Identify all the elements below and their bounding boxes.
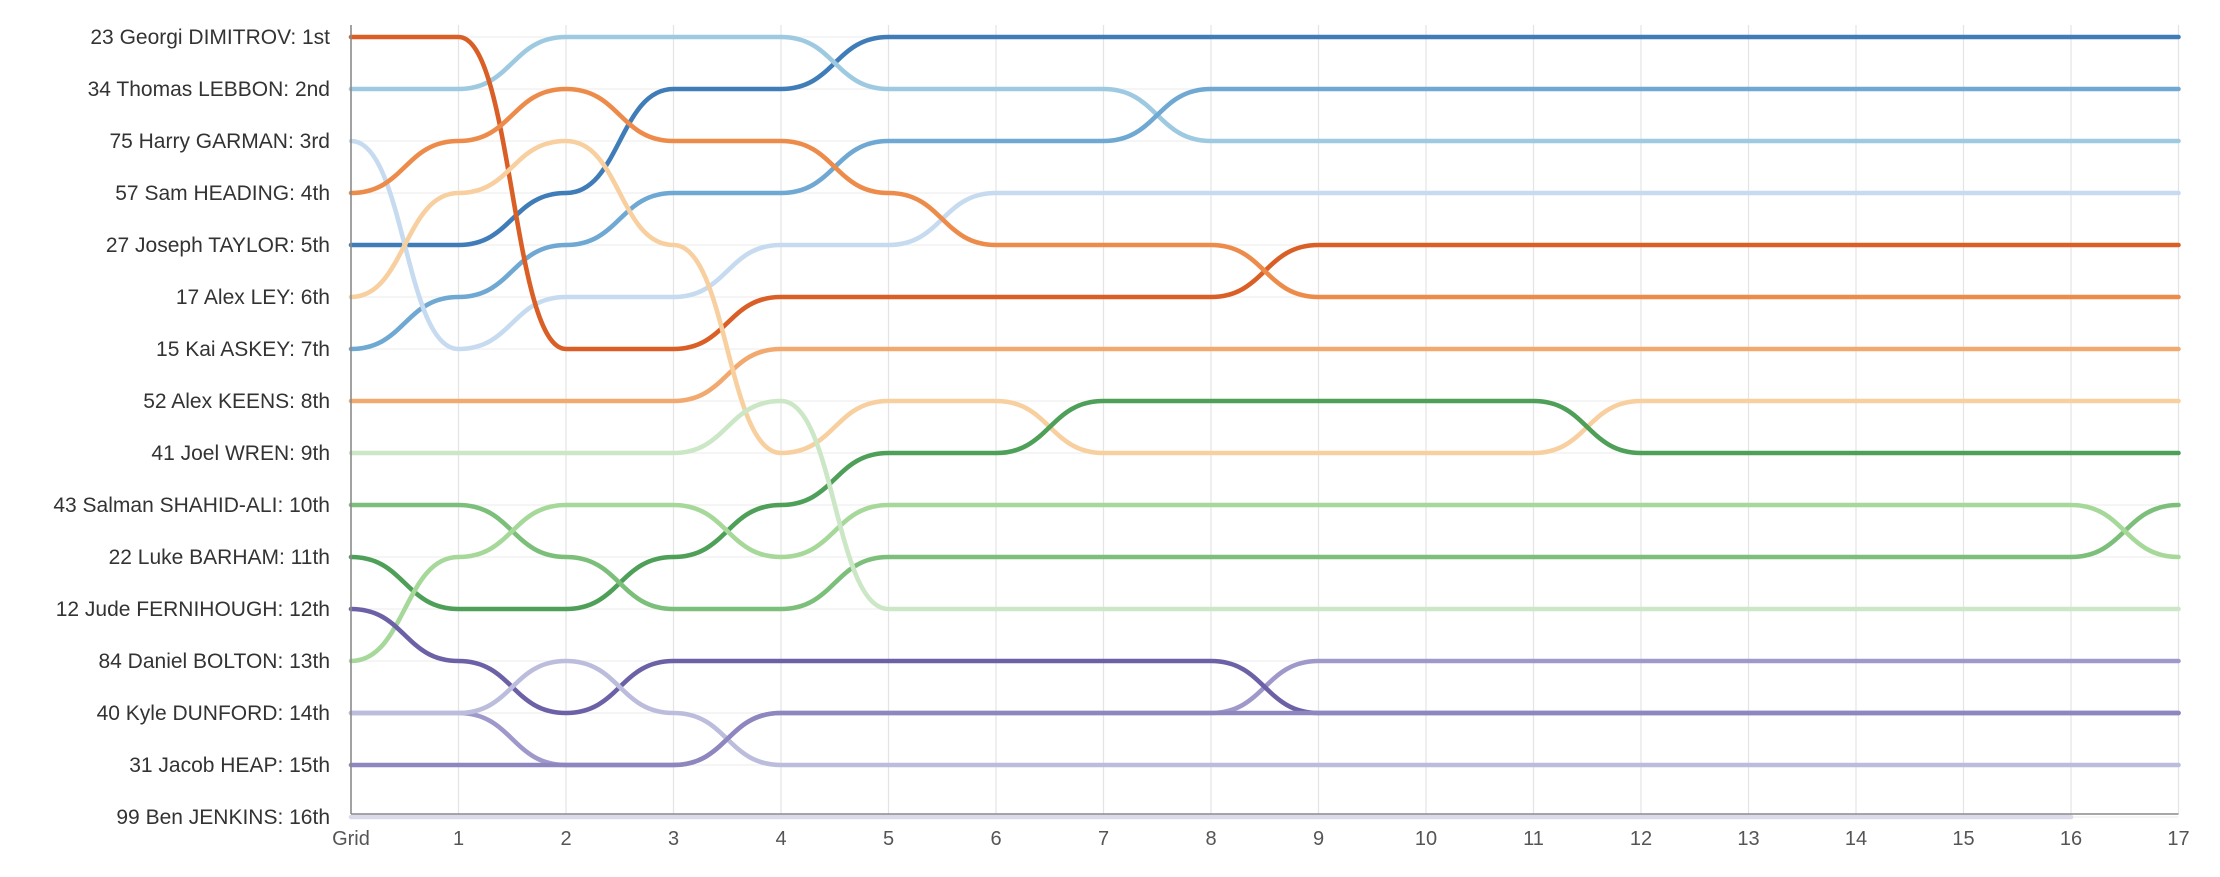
grid-layer [351, 25, 2180, 818]
rider-line-5 [348, 34, 2181, 352]
x-tick-label: Grid [332, 828, 370, 850]
rider-label: 34 Thomas LEBBON: 2nd [88, 78, 330, 101]
rider-label: 31 Jacob HEAP: 15th [129, 754, 330, 777]
rider-label: 12 Jude FERNIHOUGH: 12th [56, 598, 330, 621]
rider-label: 17 Alex LEY: 6th [176, 286, 330, 309]
rider-label: 41 Joel WREN: 9th [151, 442, 330, 465]
rider-line-6 [348, 86, 2181, 300]
rider-label: 40 Kyle DUNFORD: 14th [97, 702, 330, 725]
rider-label: 52 Alex KEENS: 8th [143, 390, 330, 413]
rider-label: 15 Kai ASKEY: 7th [156, 338, 330, 361]
rider-line-2 [348, 34, 2181, 144]
rider-line-8 [348, 138, 2181, 456]
rider-line-15 [348, 658, 2181, 768]
x-tick-label: 17 [2167, 828, 2189, 850]
x-tick-label: 15 [1952, 828, 1974, 850]
x-tick-label: 12 [1630, 828, 1652, 850]
rider-label: 43 Salman SHAHID-ALI: 10th [53, 494, 330, 517]
rider-line-9 [348, 398, 2181, 612]
x-tick-label: 8 [1205, 828, 1216, 850]
axis-layer [350, 25, 2179, 815]
x-tick-label: 3 [668, 828, 679, 850]
x-label-layer: Grid 1 2 3 4 5 6 7 8 9 10 11 12 13 14 15 16 17 [332, 828, 2190, 850]
rider-line-4 [348, 138, 2181, 352]
x-tick-label: 16 [2060, 828, 2082, 850]
rider-line-7 [348, 346, 2181, 404]
rider-line-12 [348, 398, 2181, 612]
rider-label: 99 Ben JENKINS: 16th [116, 806, 330, 829]
x-tick-label: 1 [453, 828, 464, 850]
rider-label: 75 Harry GARMAN: 3rd [109, 130, 330, 153]
x-tick-label: 9 [1313, 828, 1324, 850]
x-tick-label: 4 [775, 828, 786, 850]
x-tick-label: 13 [1737, 828, 1759, 850]
rider-label: 27 Joseph TAYLOR: 5th [106, 234, 330, 257]
x-tick-label: 14 [1845, 828, 1867, 850]
y-label-layer: 23 Georgi DIMITROV: 1st 34 Thomas LEBBON:… [53, 26, 330, 829]
rider-line-11 [348, 502, 2181, 664]
rider-line-10 [348, 502, 2181, 612]
rider-line-3 [348, 86, 2181, 352]
series-layer [348, 34, 2181, 820]
x-tick-label: 6 [990, 828, 1001, 850]
x-tick-label: 11 [1523, 828, 1544, 850]
rider-label: 84 Daniel BOLTON: 13th [98, 650, 330, 673]
rider-label: 23 Georgi DIMITROV: 1st [90, 26, 330, 49]
x-tick-label: 7 [1098, 828, 1109, 850]
rider-label: 57 Sam HEADING: 4th [115, 182, 330, 205]
rider-label: 22 Luke BARHAM: 11th [109, 546, 330, 569]
x-tick-label: 5 [883, 828, 894, 850]
x-tick-label: 10 [1415, 828, 1437, 850]
rider-line-16 [348, 710, 2181, 768]
x-tick-label: 2 [560, 828, 571, 850]
